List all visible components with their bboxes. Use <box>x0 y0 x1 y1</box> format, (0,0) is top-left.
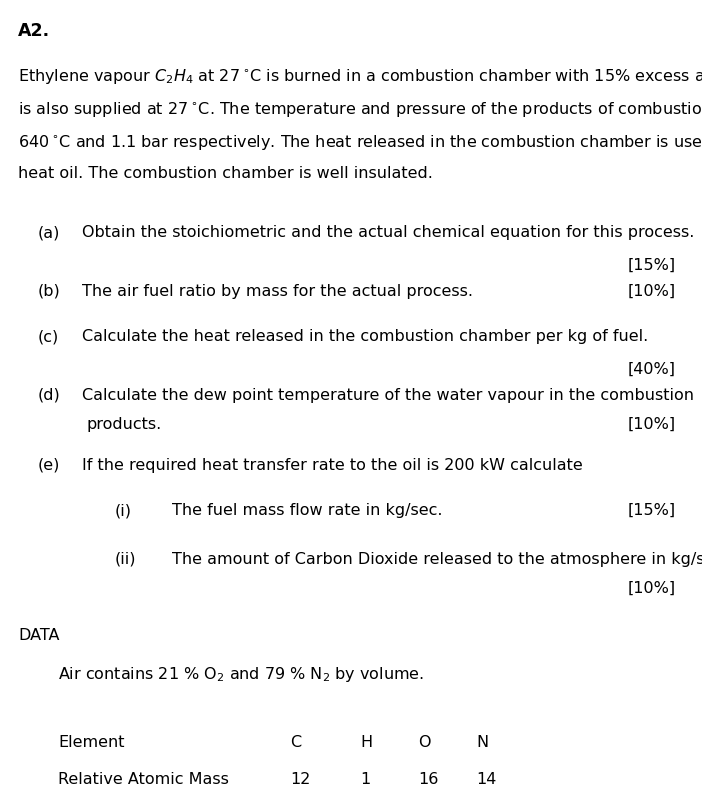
Text: (b): (b) <box>38 284 61 299</box>
Text: (i): (i) <box>115 503 132 518</box>
Text: The air fuel ratio by mass for the actual process.: The air fuel ratio by mass for the actua… <box>82 284 473 299</box>
Text: Calculate the heat released in the combustion chamber per kg of fuel.: Calculate the heat released in the combu… <box>82 329 648 344</box>
Text: Obtain the stoichiometric and the actual chemical equation for this process.: Obtain the stoichiometric and the actual… <box>82 225 694 240</box>
Text: [15%]: [15%] <box>628 503 676 518</box>
Text: (d): (d) <box>38 388 61 403</box>
Text: O: O <box>418 735 430 750</box>
Text: If the required heat transfer rate to the oil is 200 kW calculate: If the required heat transfer rate to th… <box>82 458 583 473</box>
Text: 640$\,^{\circ}$C and 1.1 bar respectively. The heat released in the combustion c: 640$\,^{\circ}$C and 1.1 bar respectivel… <box>18 133 702 152</box>
Text: Relative Atomic Mass: Relative Atomic Mass <box>58 772 229 787</box>
Text: Air contains 21 % O$_2$ and 79 % N$_2$ by volume.: Air contains 21 % O$_2$ and 79 % N$_2$ b… <box>58 665 424 684</box>
Text: DATA: DATA <box>18 628 60 643</box>
Text: 14: 14 <box>476 772 496 787</box>
Text: The amount of Carbon Dioxide released to the atmosphere in kg/sec.: The amount of Carbon Dioxide released to… <box>172 552 702 567</box>
Text: [10%]: [10%] <box>628 417 676 432</box>
Text: (c): (c) <box>38 329 59 344</box>
Text: (a): (a) <box>38 225 60 240</box>
Text: 16: 16 <box>418 772 438 787</box>
Text: heat oil. The combustion chamber is well insulated.: heat oil. The combustion chamber is well… <box>18 166 433 181</box>
Text: (e): (e) <box>38 458 60 473</box>
Text: [10%]: [10%] <box>628 581 676 596</box>
Text: [15%]: [15%] <box>628 258 676 273</box>
Text: (ii): (ii) <box>115 552 136 567</box>
Text: 12: 12 <box>290 772 310 787</box>
Text: Calculate the dew point temperature of the water vapour in the combustion: Calculate the dew point temperature of t… <box>82 388 694 403</box>
Text: The fuel mass flow rate in kg/sec.: The fuel mass flow rate in kg/sec. <box>172 503 442 518</box>
Text: C: C <box>290 735 301 750</box>
Text: N: N <box>476 735 488 750</box>
Text: is also supplied at 27$\,^{\circ}$C. The temperature and pressure of the product: is also supplied at 27$\,^{\circ}$C. The… <box>18 100 702 119</box>
Text: [40%]: [40%] <box>628 362 676 377</box>
Text: H: H <box>360 735 372 750</box>
Text: Element: Element <box>58 735 124 750</box>
Text: products.: products. <box>86 417 161 432</box>
Text: [10%]: [10%] <box>628 284 676 299</box>
Text: Ethylene vapour $C_2H_4$ at 27$\,^{\circ}$C is burned in a combustion chamber wi: Ethylene vapour $C_2H_4$ at 27$\,^{\circ… <box>18 67 702 86</box>
Text: 1: 1 <box>360 772 370 787</box>
Text: A2.: A2. <box>18 22 50 40</box>
